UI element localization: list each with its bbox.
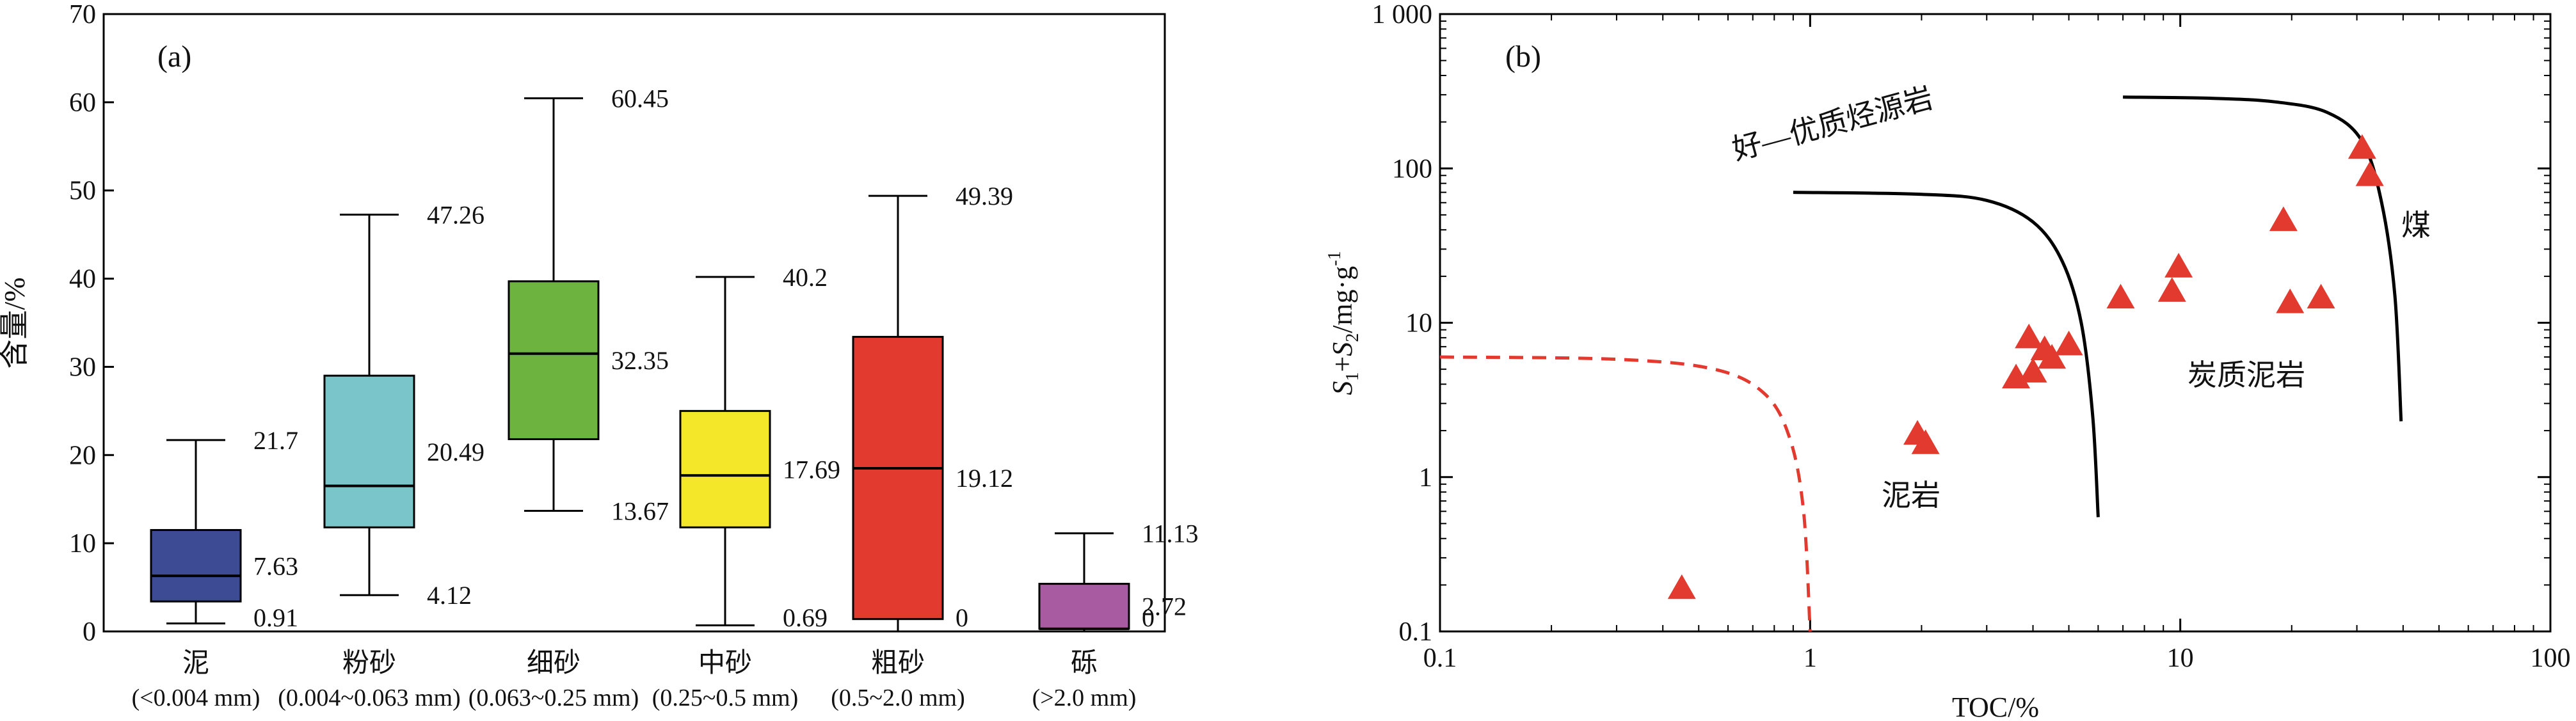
data-point-triangle (2164, 253, 2193, 278)
boundary-line-2 (1793, 191, 2100, 518)
panel-a-categories: 泥 (<0.004 mm) 粉砂 (0.004~0.063 mm) 细砂 (0.063~0… (132, 649, 1137, 711)
y-tick-label: 50 (69, 177, 96, 206)
region-label-coal: 煤 (2401, 209, 2431, 242)
value-label-mid: 17.69 (783, 455, 840, 484)
value-label-mid: 2.72 (1142, 592, 1187, 621)
value-label-mid: 7.63 (253, 551, 298, 580)
panel-a-box-plot: 0 10 20 30 40 50 60 70 (a) 含量/% 21.7 7.63 0.91 47.… (0, 0, 1199, 711)
x-tick-label: 10 (2167, 644, 2194, 673)
box-body (1038, 583, 1130, 630)
y-tick-label: 0 (83, 617, 96, 647)
data-point-triangle (2015, 323, 2044, 349)
boundary-line-3 (2123, 95, 2403, 422)
value-label-max: 21.7 (253, 426, 298, 455)
category-name: 粗砂 (871, 649, 925, 678)
y-tick-label: 10 (69, 529, 96, 559)
panel-a-y-axis-title: 含量/% (0, 277, 31, 368)
panel-b-y-axis-title: S1+S2/mg·g-1 (1325, 251, 1363, 395)
category-name: 粉砂 (342, 649, 396, 678)
value-label-max: 49.39 (956, 182, 1013, 210)
box-1: 21.7 7.63 0.91 (150, 426, 298, 632)
panel-a-frame (102, 13, 1166, 633)
value-label-min: 0.91 (253, 603, 298, 632)
data-point-triangle (2038, 344, 2067, 369)
panel-a-label: (a) (157, 40, 191, 74)
region-label-carbonaceous-mudstone: 炭质泥岩 (2188, 359, 2305, 392)
y-tick-label: 0.1 (1399, 617, 1433, 647)
box-body (679, 409, 771, 528)
box-2: 47.26 20.49 4.12 (323, 200, 484, 610)
value-label-max: 60.45 (611, 84, 669, 113)
value-label-mid: 19.12 (956, 464, 1013, 493)
data-point-triangle (1911, 429, 1940, 454)
box-body (150, 528, 242, 603)
region-label-good-source-rock: 好—优质烃源岩 (1729, 81, 1936, 166)
data-point-triangle (1667, 574, 1696, 599)
category-name: 泥 (182, 649, 209, 678)
value-label-max: 11.13 (1142, 519, 1199, 548)
category-range: (0.5~2.0 mm) (831, 685, 964, 711)
category-range: (>2.0 mm) (1032, 685, 1137, 711)
category-name: 砾 (1071, 649, 1098, 678)
data-point-triangle (2307, 283, 2335, 309)
panel-a-y-ticks: 0 10 20 30 40 50 60 70 (69, 0, 114, 647)
value-label-mid: 20.49 (427, 438, 484, 466)
box-body (323, 374, 415, 528)
box-4: 40.2 17.69 0.69 (679, 263, 840, 632)
panel-b-ticks: 0.1 1 10 100 0.1 1 10 100 1 000 (1372, 0, 2571, 673)
panel-b-boundaries (1439, 95, 2403, 632)
value-label-min: 0.69 (783, 603, 828, 632)
value-label-min: 13.67 (611, 497, 669, 526)
x-tick-label: 0.1 (1423, 644, 1457, 673)
data-point-triangle (2276, 289, 2305, 313)
panel-b-frame (1439, 13, 2552, 633)
category-name: 细砂 (527, 649, 580, 678)
value-label-max: 40.2 (783, 263, 828, 292)
value-label-mid: 32.35 (611, 346, 669, 375)
y-tick-label: 100 (1392, 154, 1432, 184)
y-tick-label: 1 (1419, 463, 1432, 493)
panel-b-points (1667, 134, 2384, 599)
y-tick-label: 10 (1405, 309, 1432, 338)
category-range: (0.25~0.5 mm) (652, 685, 798, 711)
y-tick-label: 30 (69, 353, 96, 382)
panel-b-scatter-plot: 0.1 1 10 100 0.1 1 10 100 1 000 (b) TOC/% S1+S2/… (1325, 0, 2571, 721)
category-range: (<0.004 mm) (132, 685, 260, 711)
x-tick-label: 100 (2531, 644, 2571, 673)
y-tick-label: 20 (69, 441, 96, 470)
box-3: 60.45 32.35 13.67 (508, 84, 669, 526)
data-point-triangle (2348, 134, 2376, 159)
category-name: 中砂 (698, 649, 752, 678)
data-point-triangle (2355, 161, 2384, 186)
value-label-max: 47.26 (427, 200, 484, 229)
box-5: 49.39 19.12 0 (852, 182, 1013, 633)
box-body (508, 280, 600, 440)
y-tick-label: 40 (69, 265, 96, 294)
value-label-min: 0 (956, 603, 968, 632)
data-point-triangle (2269, 206, 2298, 232)
data-point-triangle (2157, 277, 2186, 302)
panel-b-label: (b) (1505, 40, 1541, 74)
data-point-triangle (2106, 283, 2135, 309)
x-tick-label: 1 (1804, 644, 1817, 673)
data-point-triangle (2019, 358, 2047, 383)
y-tick-label: 60 (69, 88, 96, 118)
box-6: 11.13 2.720 (1038, 519, 1199, 633)
y-tick-label: 1 000 (1372, 0, 1433, 29)
panel-b-x-axis-title: TOC/% (1952, 692, 2039, 721)
region-label-mudstone: 泥岩 (1882, 479, 1940, 512)
value-label-min: 0 (1142, 603, 1155, 632)
value-label-min: 4.12 (427, 581, 472, 610)
data-point-triangle (2054, 330, 2083, 356)
boundary-line-1 (1439, 355, 1812, 632)
panel-a-boxes: 21.7 7.63 0.91 47.26 20.49 4.12 60.45 32.35 13.6… (150, 84, 1199, 633)
box-body (852, 336, 944, 621)
category-range: (0.063~0.25 mm) (468, 685, 639, 711)
category-range: (0.004~0.063 mm) (278, 685, 460, 711)
y-tick-label: 70 (69, 0, 96, 29)
